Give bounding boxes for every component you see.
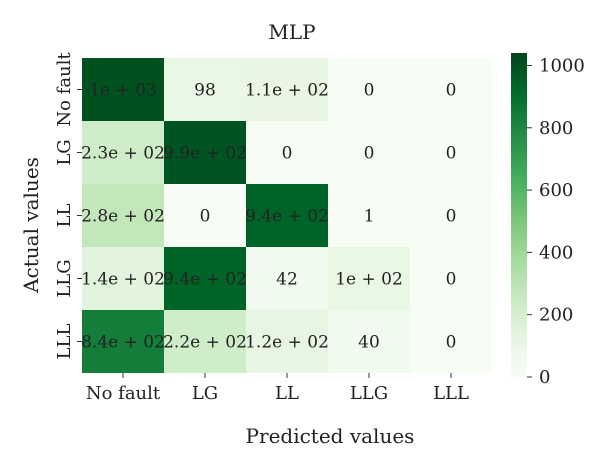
cell-value-label: 1.4e + 02	[81, 270, 165, 290]
heatmap-cell	[328, 184, 410, 247]
y-axis-label: Actual values	[19, 157, 43, 294]
colorbar-tick-label: 800	[539, 118, 573, 139]
heatmap-cell	[328, 58, 410, 121]
heatmap-cell	[410, 247, 492, 310]
heatmap-cell	[82, 121, 164, 184]
heatmap-cell	[82, 184, 164, 247]
heatmap-cell	[164, 247, 246, 310]
heatmap-cell	[246, 184, 328, 247]
cell-value-label: 0	[446, 333, 457, 353]
heatmap-cell	[164, 310, 246, 373]
colorbar-tick-label: 1000	[539, 55, 585, 76]
heatmap-cell	[246, 58, 328, 121]
colorbar: 0 200 400 600 800 1000	[511, 53, 585, 388]
heatmap-cells: 1e + 03 98 1.1e + 02 0 0 2.3e + 029.9e + 02 0 0…	[81, 58, 492, 373]
heatmap-cell	[246, 247, 328, 310]
cell-value-label: 1.2e + 02	[245, 333, 329, 353]
heatmap-cell	[164, 121, 246, 184]
colorbar-tick-label: 600	[539, 180, 573, 201]
colorbar-tick-label: 0	[539, 367, 550, 388]
heatmap-cell	[246, 310, 328, 373]
heatmap-cell	[82, 58, 164, 121]
cell-value-label: 0	[446, 144, 457, 164]
heatmap-cell	[410, 121, 492, 184]
cell-value-label: 9.4e + 02	[245, 207, 329, 227]
cell-value-label: 8.4e + 02	[81, 333, 165, 353]
colorbar-tick-label: 200	[539, 305, 573, 326]
heatmap-cell	[82, 310, 164, 373]
y-tick-label: LLG	[54, 259, 75, 297]
cell-value-label: 0	[364, 81, 375, 101]
y-tick-label: LG	[54, 139, 75, 165]
y-tick-label: LL	[54, 204, 75, 228]
cell-value-label: 1	[364, 207, 375, 227]
cell-value-label: 1.1e + 02	[245, 81, 329, 101]
heatmap-cell	[82, 247, 164, 310]
heatmap-cell	[164, 184, 246, 247]
cell-value-label: 2.8e + 02	[81, 207, 165, 227]
cell-value-label: 9.9e + 02	[163, 144, 247, 164]
cell-value-label: 1e + 02	[335, 270, 403, 290]
cell-value-label: 0	[446, 81, 457, 101]
x-tick-label: LG	[192, 383, 218, 404]
heatmap-cell	[328, 247, 410, 310]
heatmap-cell	[410, 310, 492, 373]
cell-value-label: 0	[446, 270, 457, 290]
y-tick-labels: No fault LG LL LLG LLL	[54, 52, 82, 360]
x-tick-labels: No fault LG LL LLG LLL	[86, 373, 469, 404]
cell-value-label: 0	[200, 207, 211, 227]
heatmap-cell	[164, 58, 246, 121]
x-tick-label: No fault	[86, 383, 161, 404]
colorbar-tick-label: 400	[539, 242, 573, 263]
heatmap-cell	[410, 58, 492, 121]
cell-value-label: 0	[446, 207, 457, 227]
cell-value-label: 98	[194, 81, 216, 101]
cell-value-label: 42	[276, 270, 298, 290]
cell-value-label: 0	[282, 144, 293, 164]
heatmap-cell	[328, 121, 410, 184]
colorbar-gradient	[511, 53, 527, 377]
cell-value-label: 0	[364, 144, 375, 164]
heatmap-cell	[328, 310, 410, 373]
cell-value-label: 40	[358, 333, 380, 353]
cell-value-label: 2.2e + 02	[163, 333, 247, 353]
cell-value-label: 2.3e + 02	[81, 144, 165, 164]
cell-value-label: 9.4e + 02	[163, 270, 247, 290]
x-tick-label: LLL	[433, 383, 469, 404]
y-tick-label: LLL	[54, 324, 75, 360]
chart-title: MLP	[268, 20, 315, 44]
y-tick-label: No fault	[54, 52, 75, 127]
heatmap-cell	[246, 121, 328, 184]
cell-value-label: 1e + 03	[89, 81, 157, 101]
x-axis-label: Predicted values	[246, 424, 415, 448]
heatmap-cell	[410, 184, 492, 247]
x-tick-label: LL	[275, 383, 299, 404]
x-tick-label: LLG	[350, 383, 388, 404]
